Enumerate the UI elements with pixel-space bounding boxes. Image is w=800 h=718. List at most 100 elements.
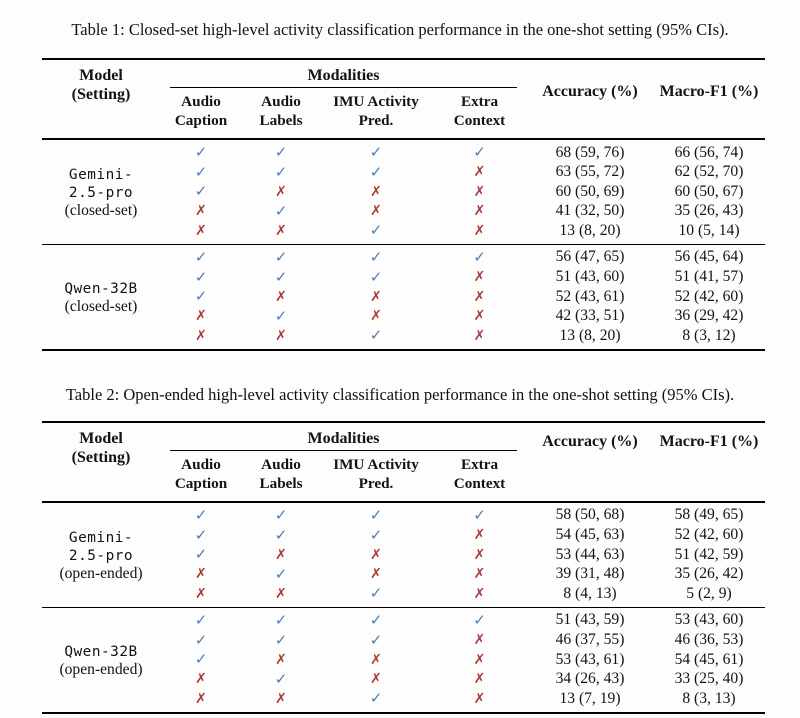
cross-icon: ✗ bbox=[473, 566, 486, 583]
modality-cell: ✗ bbox=[432, 307, 527, 327]
accuracy-cell: 39 (31, 48) bbox=[555, 565, 625, 583]
model-name: Qwen-32B bbox=[64, 281, 138, 298]
modality-cell: ✓ bbox=[320, 326, 432, 350]
table-row: ✓ ✗ ✗ ✗ 52 (43, 61) 52 (42, 60) bbox=[42, 287, 765, 307]
modality-cell: ✓ bbox=[242, 502, 320, 526]
check-icon: ✓ bbox=[274, 306, 288, 325]
modality-cell: ✓ bbox=[320, 689, 432, 713]
accuracy-cell: 63 (55, 72) bbox=[555, 163, 625, 181]
modality-cell: ✓ bbox=[320, 584, 432, 607]
modality-cell: ✗ bbox=[160, 326, 242, 350]
check-icon: ✓ bbox=[194, 162, 208, 181]
check-icon: ✓ bbox=[194, 182, 208, 201]
model-setting: (closed-set) bbox=[64, 202, 138, 220]
check-icon: ✓ bbox=[369, 584, 383, 603]
table-row: ✓ ✓ ✓ ✗ 63 (55, 72) 62 (52, 70) bbox=[42, 163, 765, 183]
model-setting: (open-ended) bbox=[59, 565, 143, 583]
table-row: ✗ ✓ ✗ ✗ 39 (31, 48) 35 (26, 42) bbox=[42, 565, 765, 585]
accuracy-cell: 68 (59, 76) bbox=[555, 143, 625, 161]
macro-f1-cell: 52 (42, 60) bbox=[674, 287, 744, 305]
column-header-audio-caption: Audio Caption bbox=[174, 93, 228, 129]
table-row: ✗ ✗ ✓ ✗ 13 (7, 19) 8 (3, 13) bbox=[42, 689, 765, 713]
check-icon: ✓ bbox=[194, 630, 208, 649]
modality-cell: ✗ bbox=[242, 221, 320, 244]
modality-cell: ✗ bbox=[242, 545, 320, 565]
cross-icon: ✗ bbox=[370, 671, 382, 688]
cross-icon: ✗ bbox=[473, 651, 486, 668]
modality-cell: ✓ bbox=[242, 670, 320, 690]
modality-cell: ✓ bbox=[432, 607, 527, 630]
modality-cell: ✓ bbox=[320, 268, 432, 288]
cross-icon: ✗ bbox=[473, 183, 486, 200]
macro-f1-cell: 8 (3, 13) bbox=[682, 689, 736, 707]
model-setting: (closed-set) bbox=[64, 298, 138, 316]
modality-cell: ✓ bbox=[320, 526, 432, 546]
check-icon: ✓ bbox=[274, 669, 288, 688]
modality-cell: ✓ bbox=[160, 650, 242, 670]
model-setting-cell: Gemini- 2.5-pro (closed-set) bbox=[42, 139, 160, 244]
modality-cell: ✓ bbox=[320, 139, 432, 163]
check-icon: ✓ bbox=[274, 201, 288, 220]
macro-f1-cell: 54 (45, 61) bbox=[674, 650, 744, 668]
check-icon: ✓ bbox=[274, 525, 288, 544]
modality-cell: ✓ bbox=[160, 545, 242, 565]
modality-cell: ✗ bbox=[242, 584, 320, 607]
check-icon: ✓ bbox=[369, 326, 383, 345]
cross-icon: ✗ bbox=[195, 308, 207, 325]
cross-icon: ✗ bbox=[195, 585, 207, 602]
check-icon: ✓ bbox=[369, 525, 383, 544]
modality-cell: ✗ bbox=[320, 650, 432, 670]
table-row: Gemini- 2.5-pro (open-ended) ✓ ✓ ✓ ✓ 58 (50, 68… bbox=[42, 502, 765, 582]
table2-section-qwen: Qwen-32B (open-ended) ✓ ✓ ✓ ✓ 51 (43, 59) 53 (4… bbox=[42, 607, 765, 712]
modality-cell: ✗ bbox=[432, 689, 527, 713]
check-icon: ✓ bbox=[194, 650, 208, 669]
modality-cell: ✗ bbox=[320, 202, 432, 222]
check-icon: ✓ bbox=[473, 247, 486, 266]
table-row: ✗ ✗ ✓ ✗ 8 (4, 13) 5 (2, 9) bbox=[42, 584, 765, 607]
check-icon: ✓ bbox=[473, 505, 486, 524]
modality-cell: ✓ bbox=[242, 607, 320, 630]
check-icon: ✓ bbox=[274, 564, 288, 583]
modality-cell: ✓ bbox=[160, 502, 242, 526]
cross-icon: ✗ bbox=[473, 288, 486, 305]
modality-cell: ✗ bbox=[242, 689, 320, 713]
table-row: ✓ ✓ ✓ ✗ 46 (37, 55) 46 (36, 53) bbox=[42, 631, 765, 651]
modality-cell: ✗ bbox=[432, 287, 527, 307]
check-icon: ✓ bbox=[274, 630, 288, 649]
modality-cell: ✓ bbox=[320, 631, 432, 651]
column-group-modalities: Modalities bbox=[160, 422, 527, 451]
check-icon: ✓ bbox=[194, 545, 208, 564]
check-icon: ✓ bbox=[369, 505, 383, 524]
check-icon: ✓ bbox=[194, 525, 208, 544]
model-name: 2.5-pro bbox=[68, 185, 134, 202]
modality-cell: ✗ bbox=[432, 545, 527, 565]
macro-f1-cell: 35 (26, 43) bbox=[674, 202, 744, 220]
table-row: ✗ ✗ ✓ ✗ 13 (8, 20) 8 (3, 12) bbox=[42, 326, 765, 350]
modality-cell: ✗ bbox=[160, 689, 242, 713]
modality-cell: ✗ bbox=[320, 545, 432, 565]
cross-icon: ✗ bbox=[473, 546, 486, 563]
table2-block: Table 2: Open-ended high-level activity … bbox=[0, 385, 800, 714]
check-icon: ✓ bbox=[274, 247, 288, 266]
table-row: ✗ ✗ ✓ ✗ 13 (8, 20) 10 (5, 14) bbox=[42, 221, 765, 244]
table-row: Qwen-32B (open-ended) ✓ ✓ ✓ ✓ 51 (43, 59) 53 (4… bbox=[42, 607, 765, 678]
model-name: Gemini- bbox=[68, 167, 134, 184]
cross-icon: ✗ bbox=[195, 690, 207, 707]
column-header-extra-context: Extra Context bbox=[453, 93, 506, 129]
modality-cell: ✗ bbox=[242, 650, 320, 670]
cross-icon: ✗ bbox=[275, 222, 287, 239]
modality-cell: ✓ bbox=[432, 244, 527, 267]
macro-f1-cell: 51 (41, 57) bbox=[674, 268, 744, 286]
cross-icon: ✗ bbox=[473, 671, 486, 688]
cross-icon: ✗ bbox=[195, 222, 207, 239]
modality-cell: ✓ bbox=[160, 607, 242, 630]
cross-icon: ✗ bbox=[275, 288, 287, 305]
modality-cell: ✗ bbox=[160, 307, 242, 327]
modality-cell: ✗ bbox=[160, 565, 242, 585]
cross-icon: ✗ bbox=[473, 222, 486, 239]
cross-icon: ✗ bbox=[195, 327, 207, 344]
check-icon: ✓ bbox=[473, 610, 486, 629]
check-icon: ✓ bbox=[473, 143, 486, 161]
modality-cell: ✗ bbox=[432, 221, 527, 244]
